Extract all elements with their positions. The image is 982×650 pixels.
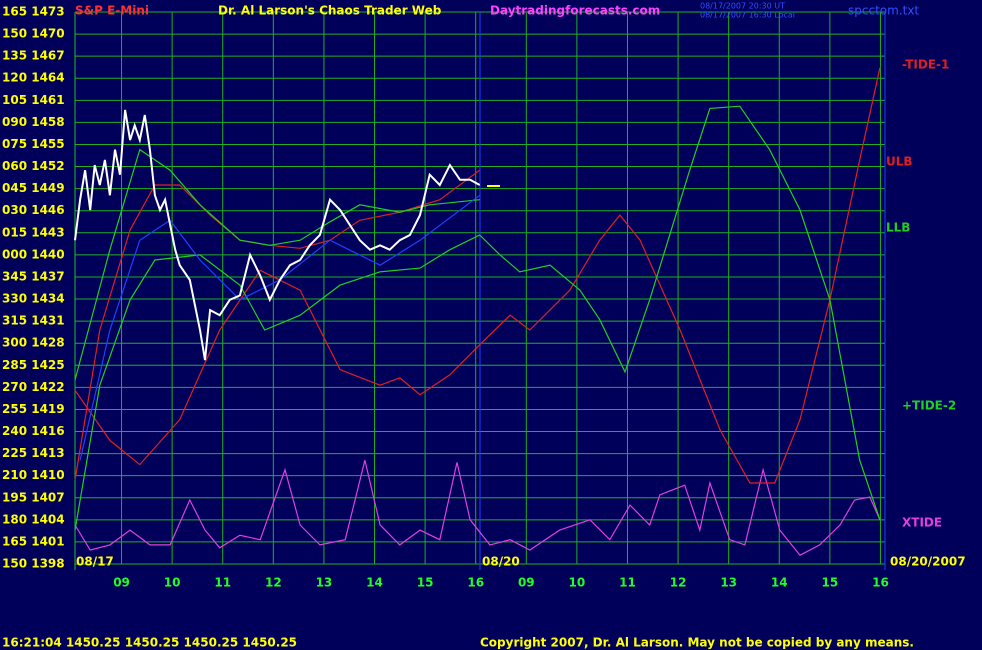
x-tick-label: 12 [670,576,687,590]
symbol: S&P E-Mini [75,4,149,18]
x-tick-label: 10 [164,576,181,590]
y-tick-label: 165 1401 [2,534,65,548]
y-tick-label: 030 1446 [2,203,65,217]
y-tick-label: 120 1464 [2,71,65,85]
x-tick-label: 11 [214,576,231,590]
y-tick-label: 255 1419 [2,402,65,416]
y-tick-label: 180 1404 [2,512,65,526]
y-tick-label: 045 1449 [2,181,65,195]
series-line [74,67,881,484]
y-tick-label: 195 1407 [2,490,65,504]
y-tick-label: 300 1428 [2,336,65,350]
x-tick-label: 14 [771,576,788,590]
y-tick-label: 090 1458 [2,115,65,129]
chart-title: Dr. Al Larson's Chaos Trader Web [218,4,442,18]
y-tick-label: 075 1455 [2,137,65,151]
x-tick-label: 12 [265,576,282,590]
timestamp-local: 08/17/2007 16:30 Local [700,11,795,20]
x-tick-label: 13 [316,576,333,590]
y-tick-label: 135 1467 [2,49,65,63]
x-tick-label: 14 [366,576,383,590]
y-tick-label: 345 1437 [2,269,65,283]
y-tick-label: 285 1425 [2,358,65,372]
x-tick-label: 11 [619,576,636,590]
series-line [74,460,881,556]
series-label: +TIDE-2 [902,399,956,413]
y-tick-label: 165 1473 [2,5,65,19]
y-tick-label: 240 1416 [2,424,65,438]
y-tick-label: 315 1431 [2,314,65,328]
x-tick-label: 10 [569,576,586,590]
series-line [74,148,480,381]
y-tick-label: 150 1470 [2,27,65,41]
timestamp-ut: 08/17/2007 20:30 UT [700,2,785,11]
y-tick-label: 105 1461 [2,93,65,107]
y-tick-label: 330 1434 [2,292,65,306]
x-tick-label: 15 [822,576,839,590]
series-label: ULB [886,155,913,169]
y-tick-label: 210 1410 [2,468,65,482]
x-tick-label: 13 [720,576,737,590]
series-label: XTIDE [902,516,942,530]
end-date: 08/20/2007 [890,555,966,569]
file-name: spcctom.txt [848,4,919,18]
series-line [74,105,881,531]
y-tick-label: 000 1440 [2,247,65,261]
x-tick-label: 16 [872,576,889,590]
plot [74,67,881,556]
day-label: 08/20 [482,555,520,569]
x-tick-label: 16 [467,576,484,590]
series-line [79,194,481,461]
series-label: -TIDE-1 [902,58,949,72]
y-tick-label: 225 1413 [2,446,65,460]
x-tick-label: 15 [417,576,434,590]
site: Daytradingforecasts.com [490,4,660,18]
series-label: LLB [886,221,910,235]
series-line [74,109,481,361]
y-tick-label: 060 1452 [2,159,65,173]
y-tick-label: 150 1398 [2,557,65,571]
y-tick-label: 015 1443 [2,225,65,239]
day-label: 08/17 [76,555,114,569]
x-tick-label: 09 [113,576,130,590]
quote: 16:21:04 1450.25 1450.25 1450.25 1450.25 [2,636,297,650]
y-tick-label: 270 1422 [2,380,65,394]
copyright: Copyright 2007, Dr. Al Larson. May not b… [480,636,914,650]
x-tick-label: 09 [518,576,535,590]
